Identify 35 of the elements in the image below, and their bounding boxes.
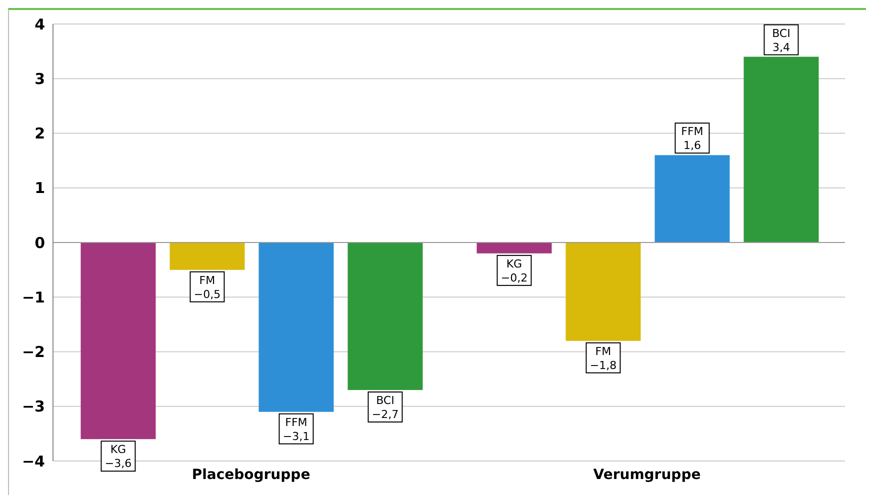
bar [654, 155, 730, 242]
bar [566, 242, 641, 341]
data-label: 1,6 [683, 139, 701, 152]
data-label: −3,1 [282, 430, 310, 443]
y-tick-label: 2 [34, 124, 45, 143]
bar [744, 56, 819, 242]
y-tick-label: 4 [34, 15, 45, 34]
y-tick-label: −3 [22, 398, 45, 416]
data-label: −1,8 [590, 358, 617, 372]
text: BCI [772, 26, 790, 40]
y-tick-label: 0 [34, 234, 45, 252]
data-label: −0,5 [194, 288, 221, 301]
y-tick-label: −1 [22, 288, 45, 306]
y-tick-label: 1 [34, 179, 45, 198]
text: FFM [681, 125, 704, 138]
x-tick-label: Verumgruppe [593, 466, 701, 483]
bar [80, 242, 156, 440]
bar [348, 242, 423, 390]
data-label: 3,4 [772, 40, 790, 54]
series-label: FFM [285, 416, 308, 429]
data-label: −0,2 [500, 271, 528, 284]
text: FM [595, 344, 612, 358]
bar [170, 242, 245, 270]
series-label: BCI [376, 394, 394, 407]
text: KG [506, 257, 522, 270]
y-tick-label: −2 [22, 343, 45, 362]
data-label: −3,6 [104, 457, 132, 470]
bar [476, 242, 552, 254]
x-tick-label: Placebogruppe [192, 466, 310, 483]
series-label: FM [199, 274, 216, 287]
y-tick-label: −4 [22, 452, 45, 470]
y-tick-label: 3 [34, 70, 45, 88]
bar [258, 242, 334, 412]
series-label: KG [110, 443, 126, 456]
data-label: −2,7 [372, 408, 399, 421]
